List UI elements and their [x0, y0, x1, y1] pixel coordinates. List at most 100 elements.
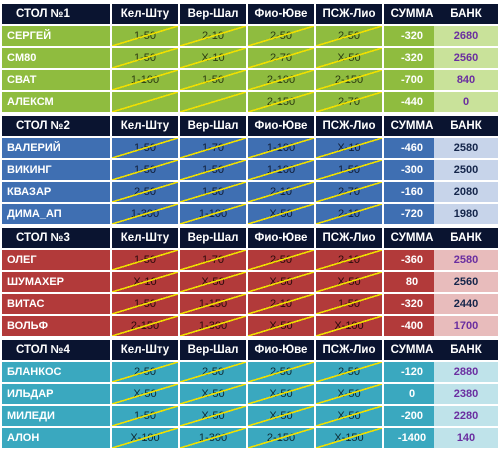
- sum-column-header: СУММА: [384, 116, 440, 136]
- sum-column-header: СУММА: [384, 228, 440, 248]
- table-row: ДИМА_АП 1-300 1-100 X-50 2-10 -720: [2, 204, 440, 224]
- sum-cell: -200: [384, 406, 440, 426]
- bet-cell: 2-10: [248, 182, 314, 202]
- bet-cell: X-50: [248, 406, 314, 426]
- player-name: ВОЛЬФ: [2, 316, 110, 336]
- bet-cell: X-10: [316, 138, 382, 158]
- sum-cell: -120: [384, 362, 440, 382]
- bet-cell: X-50: [316, 406, 382, 426]
- bet-cell: 2-50: [180, 362, 246, 382]
- table-row: ОЛЕГ 1-50 1-70 2-50 2-10 -360: [2, 250, 440, 270]
- bank-header: БАНК: [434, 4, 498, 24]
- bet-cell: 1-50: [112, 406, 178, 426]
- sum-cell: -160: [384, 182, 440, 202]
- bet-cell: 1-50: [112, 48, 178, 68]
- match-column-header: Кел-Шту: [112, 4, 178, 24]
- table-header-row: СТОЛ №3 Кел-Шту Вер-Шал Фио-Юве ПСЖ-Лио СУММА: [2, 228, 440, 248]
- table-row: ВИКИНГ 1-50 1-50 1-100 1-50 -300: [2, 160, 440, 180]
- bet-cell: 2-150: [248, 428, 314, 448]
- sum-cell: -400: [384, 316, 440, 336]
- sum-cell: -360: [384, 250, 440, 270]
- bet-cell: 1-50: [316, 294, 382, 314]
- bet-cell: 1-300: [112, 204, 178, 224]
- player-name: БЛАНКОС: [2, 362, 110, 382]
- standings-table-1: СТОЛ №1 Кел-Шту Вер-Шал Фио-Юве ПСЖ-Лио СУММА…: [0, 2, 442, 114]
- player-name: КВАЗАР: [2, 182, 110, 202]
- match-column-header: Вер-Шал: [180, 340, 246, 360]
- sum-cell: 80: [384, 272, 440, 292]
- bet-cell: 2-50: [248, 26, 314, 46]
- sum-cell: -440: [384, 92, 440, 112]
- bank-table-3: БАНК 2580 2560 2440 1700: [432, 226, 500, 338]
- player-name: АЛОН: [2, 428, 110, 448]
- bet-cell: 1-50: [112, 138, 178, 158]
- table-row: ВОЛЬФ 2-150 1-300 X-50 X-100 -400: [2, 316, 440, 336]
- bet-cell: 1-300: [180, 316, 246, 336]
- bank-cell: 2280: [434, 406, 498, 426]
- bet-cell: 2-10: [316, 204, 382, 224]
- bet-cell: X-50: [316, 48, 382, 68]
- bet-cell: 1-150: [180, 294, 246, 314]
- bet-cell: 1-70: [180, 250, 246, 270]
- bet-cell: 2-50: [316, 362, 382, 382]
- bet-cell: X-50: [180, 384, 246, 404]
- match-column-header: ПСЖ-Лио: [316, 228, 382, 248]
- bet-cell: X-100: [112, 428, 178, 448]
- table-row: СВАТ 1-100 1-50 2-100 2-150 -700: [2, 70, 440, 90]
- bet-cell: X-50: [180, 406, 246, 426]
- table-row: ВАЛЕРИЙ 1-50 1-70 1-100 X-10 -460: [2, 138, 440, 158]
- bet-cell: 2-50: [112, 362, 178, 382]
- bet-cell: 1-50: [180, 160, 246, 180]
- bet-cell: 2-50: [316, 26, 382, 46]
- sum-column-header: СУММА: [384, 340, 440, 360]
- bet-cell: 1-100: [248, 138, 314, 158]
- bank-table-4: БАНК 2880 2380 2280 140: [432, 338, 500, 450]
- match-column-header: ПСЖ-Лио: [316, 4, 382, 24]
- bet-cell: 1-70: [180, 138, 246, 158]
- bet-cell: X-50: [248, 384, 314, 404]
- bet-cell: 2-100: [248, 70, 314, 90]
- table-row: ШУМАХЕР X-10 X-50 X-50 X-50 80: [2, 272, 440, 292]
- table-header-row: СТОЛ №4 Кел-Шту Вер-Шал Фио-Юве ПСЖ-Лио СУММА: [2, 340, 440, 360]
- table-row: КВАЗАР 2-50 1-50 2-10 2-70 -160: [2, 182, 440, 202]
- sum-cell: -320: [384, 294, 440, 314]
- player-name: ВИТАС: [2, 294, 110, 314]
- table-header-row: СТОЛ №2 Кел-Шту Вер-Шал Фио-Юве ПСЖ-Лио СУММА: [2, 116, 440, 136]
- sum-cell: -460: [384, 138, 440, 158]
- bet-cell: 2-10: [180, 26, 246, 46]
- bank-cell: 2560: [434, 272, 498, 292]
- bet-cell: X-50: [112, 384, 178, 404]
- bank-cell: 2380: [434, 384, 498, 404]
- match-column-header: Вер-Шал: [180, 228, 246, 248]
- table-row: АЛОН X-100 1-300 2-150 X-150 -1400: [2, 428, 440, 448]
- bet-cell: X-50: [316, 272, 382, 292]
- sum-cell: -720: [384, 204, 440, 224]
- bet-cell: X-100: [316, 316, 382, 336]
- bank-header: БАНК: [434, 228, 498, 248]
- bet-cell: 1-50: [316, 160, 382, 180]
- table-row: ИЛЬДАР X-50 X-50 X-50 X-50 0: [2, 384, 440, 404]
- bank-cell: 840: [434, 70, 498, 90]
- table-title: СТОЛ №3: [2, 228, 110, 248]
- bet-cell: 1-50: [112, 250, 178, 270]
- table-row: CM80 1-50 X-10 2-70 X-50 -320: [2, 48, 440, 68]
- bank-cell: 2580: [434, 138, 498, 158]
- player-name: СВАТ: [2, 70, 110, 90]
- sum-column-header: СУММА: [384, 4, 440, 24]
- player-name: СЕРГЕЙ: [2, 26, 110, 46]
- bet-cell: 1-50: [112, 294, 178, 314]
- bet-cell: 2-150: [248, 92, 314, 112]
- bank-cell: 2440: [434, 294, 498, 314]
- table-title: СТОЛ №1: [2, 4, 110, 24]
- player-name: ШУМАХЕР: [2, 272, 110, 292]
- bank-cell: 2500: [434, 160, 498, 180]
- player-name: ДИМА_АП: [2, 204, 110, 224]
- player-name: АЛЕКСМ: [2, 92, 110, 112]
- bet-cell: 1-100: [248, 160, 314, 180]
- match-column-header: ПСЖ-Лио: [316, 116, 382, 136]
- bank-cell: 1700: [434, 316, 498, 336]
- player-name: МИЛЕДИ: [2, 406, 110, 426]
- bet-cell: 2-50: [248, 250, 314, 270]
- table-title: СТОЛ №2: [2, 116, 110, 136]
